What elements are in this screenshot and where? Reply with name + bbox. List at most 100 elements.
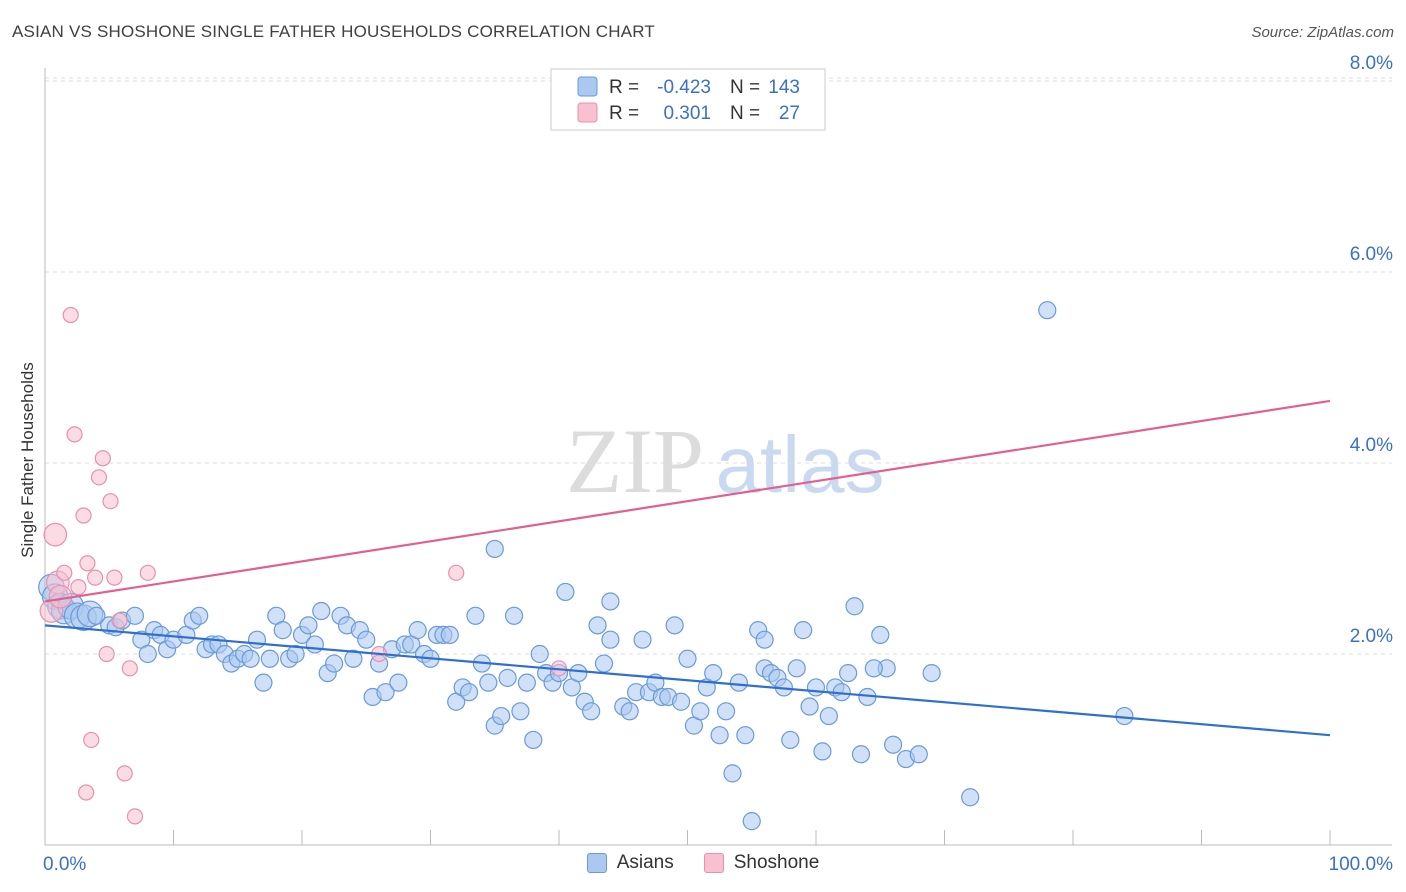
x-tick-labels: 0.0% 100.0% bbox=[43, 854, 1393, 875]
asians-point-66 bbox=[479, 673, 498, 692]
shoshone-point-6 bbox=[66, 426, 83, 443]
legend-swatch-asians bbox=[577, 76, 598, 97]
asians-point-107 bbox=[742, 812, 761, 831]
legend-n-value-asians: 143 bbox=[768, 77, 800, 98]
y-tick-label-8: 8.0% bbox=[1350, 53, 1393, 74]
shoshone-point-1 bbox=[43, 522, 68, 547]
legend-label-shoshone: Shoshone bbox=[733, 852, 820, 873]
legend-n-label-asians: N = bbox=[730, 77, 760, 98]
asians-point-55 bbox=[408, 621, 427, 640]
y-tick-label-2: 2.0% bbox=[1350, 626, 1393, 647]
asians-point-72 bbox=[511, 702, 530, 721]
asians-point-113 bbox=[781, 730, 800, 750]
legend-r-label-shoshone: R = bbox=[609, 103, 639, 124]
shoshone-point-20 bbox=[126, 808, 144, 825]
shoshone-point-3 bbox=[48, 584, 73, 609]
asians-point-73 bbox=[517, 673, 536, 692]
asians-point-63 bbox=[459, 683, 479, 702]
asians-point-104 bbox=[723, 764, 742, 783]
asians-point-42 bbox=[325, 654, 344, 673]
grid bbox=[45, 77, 1392, 655]
bottom-legend: Asians Shoshone bbox=[0, 852, 1406, 874]
asians-point-131 bbox=[922, 663, 941, 683]
legend-r-label-asians: R = bbox=[609, 77, 639, 98]
asians-trend-line bbox=[44, 624, 1331, 737]
legend-swatch-shoshone bbox=[577, 102, 598, 123]
shoshone-point-12 bbox=[90, 469, 108, 486]
asians-point-95 bbox=[665, 616, 684, 635]
asians-point-14 bbox=[138, 644, 157, 664]
shoshone-point-5 bbox=[62, 306, 79, 324]
asians-point-81 bbox=[569, 663, 588, 683]
asians-point-102 bbox=[710, 726, 729, 745]
asians-point-47 bbox=[357, 630, 376, 649]
legend-r-value-shoshone: 0.301 bbox=[663, 103, 711, 124]
x-tick-label-min: 0.0% bbox=[43, 854, 86, 875]
legend-n-label-shoshone: N = bbox=[730, 103, 760, 124]
legend-n-value-shoshone: 27 bbox=[779, 103, 800, 124]
asians-point-123 bbox=[845, 597, 864, 616]
watermark-atlas: atlas bbox=[716, 420, 885, 509]
asians-point-116 bbox=[800, 697, 819, 716]
shoshone-point-8 bbox=[75, 507, 92, 524]
shoshone-point-11 bbox=[87, 569, 104, 586]
asians-point-36 bbox=[286, 644, 305, 664]
asians-point-130 bbox=[909, 745, 928, 764]
asians-point-101 bbox=[704, 663, 723, 683]
asians-point-12 bbox=[125, 606, 145, 625]
legend-box: R = -0.423 N = 143 R = 0.301 N = 27 bbox=[550, 68, 826, 131]
asians-point-85 bbox=[594, 654, 614, 673]
asians-point-38 bbox=[299, 616, 318, 635]
asians-point-31 bbox=[254, 673, 273, 692]
asians-point-117 bbox=[806, 678, 826, 697]
legend-swatch-asians-bottom bbox=[586, 853, 607, 873]
asians-point-133 bbox=[1038, 301, 1057, 320]
legend-swatch-shoshone-bottom bbox=[703, 853, 724, 873]
shoshone-point-18 bbox=[116, 765, 133, 782]
shoshone-point-4 bbox=[56, 564, 73, 581]
chart-title: ASIAN VS SHOSHONE SINGLE FATHER HOUSEHOL… bbox=[12, 22, 656, 41]
trend-lines bbox=[44, 399, 1331, 737]
asians-point-75 bbox=[530, 644, 549, 664]
source-label: Source: ZipAtlas.com bbox=[1251, 24, 1394, 41]
asians-point-84 bbox=[588, 616, 607, 635]
asians-point-45 bbox=[344, 649, 363, 668]
y-axis-label: Single Father Households bbox=[18, 362, 37, 558]
asians-point-34 bbox=[273, 621, 292, 640]
y-tick-labels: 2.0% 4.0% 6.0% 8.0% bbox=[1350, 53, 1393, 647]
asians-point-74 bbox=[524, 730, 543, 750]
axes bbox=[44, 68, 1392, 846]
shoshone-point-16 bbox=[106, 569, 123, 586]
asians-point-50 bbox=[376, 683, 395, 702]
asians-point-8 bbox=[87, 606, 106, 625]
asians-point-71 bbox=[504, 606, 524, 625]
legend-label-asians: Asians bbox=[616, 852, 674, 873]
asians-point-96 bbox=[671, 692, 691, 711]
y-tick-label-4: 4.0% bbox=[1350, 435, 1393, 456]
shoshone-point-23 bbox=[448, 564, 465, 581]
asians-point-69 bbox=[485, 539, 504, 559]
asians-point-40 bbox=[312, 601, 331, 621]
legend-item-shoshone[interactable]: Shoshone bbox=[703, 852, 820, 874]
asians-point-30 bbox=[247, 630, 267, 649]
asians-point-115 bbox=[794, 621, 813, 640]
asians-point-136 bbox=[601, 592, 620, 611]
asians-point-135 bbox=[755, 630, 774, 649]
asians-point-132 bbox=[961, 788, 980, 807]
asians-point-97 bbox=[678, 649, 697, 668]
asians-point-119 bbox=[819, 706, 838, 726]
asians-point-21 bbox=[190, 606, 209, 625]
asians-point-52 bbox=[389, 673, 408, 692]
asians-point-86 bbox=[601, 630, 620, 649]
asians-point-90 bbox=[633, 630, 652, 649]
legend-item-asians[interactable]: Asians bbox=[586, 852, 674, 874]
shoshone-point-9 bbox=[79, 555, 96, 572]
asians-point-64 bbox=[466, 606, 485, 625]
asians-point-105 bbox=[729, 673, 749, 692]
asians-point-39 bbox=[305, 635, 324, 654]
watermark-zip: ZIP bbox=[566, 410, 704, 512]
asians-point-83 bbox=[582, 702, 601, 721]
shoshone-point-19 bbox=[121, 660, 138, 677]
asians-point-32 bbox=[260, 649, 279, 668]
